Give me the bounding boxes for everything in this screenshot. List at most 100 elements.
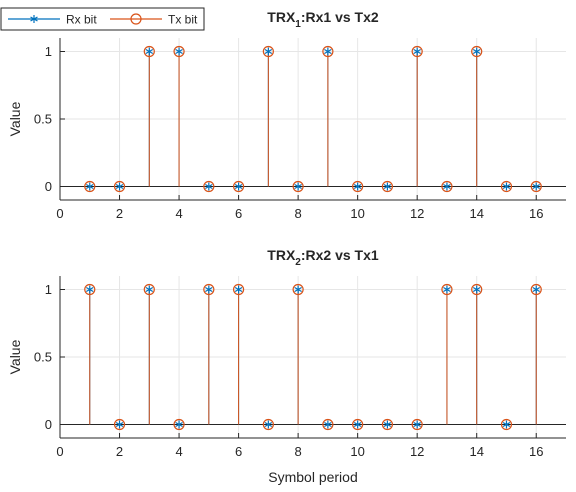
rx-marker [502,182,511,191]
rx-marker-stroke [175,421,183,428]
y-axis-label: Value [7,339,23,374]
tx-marker [411,45,423,58]
rx-marker-stroke [502,183,511,190]
rx-marker [264,420,273,429]
rx-marker-stroke [264,421,273,428]
tx-marker [500,418,513,431]
legend-tx-marker [130,13,142,25]
rx-marker-stroke [443,286,451,293]
chart-title-subscript: 1 [295,19,301,30]
rx-marker-stroke [353,183,362,190]
tx-marker [292,283,304,296]
rx-marker-stroke [264,48,273,55]
rx-marker-stroke [324,48,332,55]
x-tick-label: 14 [469,206,483,221]
rx-marker-stroke [175,48,183,55]
rx-marker [115,182,124,191]
x-axis-label: Symbol period [268,469,358,485]
rx-marker [85,182,94,191]
rx-marker [532,182,541,191]
x-tick-label: 16 [529,206,543,221]
tx-marker [262,45,274,58]
tx-marker [441,283,453,296]
chart-title-suffix: :Rx2 vs Tx1 [301,247,379,263]
rx-marker [264,47,273,56]
tx-marker [84,283,96,296]
y-tick-label: 0 [45,417,52,432]
tx-marker [143,45,155,58]
x-tick-label: 12 [410,444,424,459]
rx-marker [383,420,392,429]
rx-marker [353,420,362,429]
tx-marker [113,418,126,431]
rx-marker [324,420,332,429]
y-tick-label: 1 [45,44,52,59]
tx-marker [471,283,483,296]
tx-marker [381,418,394,431]
chart-title: TRX1:Rx1 vs Tx2 [267,9,379,30]
x-tick-label: 6 [235,206,242,221]
rx-marker [85,285,94,294]
x-tick-label: 10 [350,206,364,221]
x-tick-label: 4 [175,444,182,459]
rx-marker [413,420,421,429]
tx-marker [262,418,274,431]
tx-marker [203,283,215,296]
tx-marker [322,45,334,58]
x-tick-label: 8 [295,444,302,459]
rx-marker [413,47,421,56]
legend-tx-label: Tx bit [168,13,198,27]
y-tick-label: 0.5 [34,112,52,127]
chart-title: TRX2:Rx2 vs Tx1 [267,247,379,268]
rx-marker-stroke [205,286,213,293]
rx-marker-stroke [85,183,94,190]
rx-marker [205,182,213,191]
rx-marker [175,47,183,56]
chart-title-subscript: 2 [295,257,301,268]
tx-marker [292,180,304,193]
rx-marker [294,182,302,191]
rx-marker-stroke [532,183,541,190]
rx-marker [205,285,213,294]
tx-marker [530,180,542,193]
tx-marker [203,180,215,193]
rx-marker-stroke [115,421,124,428]
tx-marker [381,180,394,193]
tx-marker [322,418,334,431]
tx-marker [143,283,155,296]
rx-marker-stroke [145,48,154,55]
tx-marker [232,283,245,296]
rx-marker-stroke [383,183,392,190]
x-tick-label: 2 [116,444,123,459]
rx-marker-stroke [413,48,421,55]
tx-marker [500,180,513,193]
tx-marker [530,283,542,296]
rx-marker-stroke [294,183,302,190]
tx-marker [411,418,423,431]
rx-marker-stroke [413,421,421,428]
rx-marker-stroke [472,286,481,293]
rx-marker-stroke [383,421,392,428]
tx-marker [232,180,245,193]
tx-marker [441,180,453,193]
rx-marker-stroke [443,183,451,190]
rx-marker-stroke [234,286,243,293]
legend-box [0,7,205,31]
rx-marker [145,285,154,294]
chart-title-prefix: TRX [267,9,296,25]
x-tick-label: 0 [56,206,63,221]
rx-marker [234,285,243,294]
rx-marker-stroke [353,421,362,428]
x-tick-label: 12 [410,206,424,221]
rx-marker [472,285,481,294]
x-tick-label: 14 [469,444,483,459]
tx-marker [173,45,185,58]
rx-marker-stroke [294,286,302,293]
x-tick-label: 8 [295,206,302,221]
tx-marker [352,418,364,431]
rx-marker [115,420,124,429]
chart-title-prefix: TRX [267,247,296,263]
rx-marker-stroke [145,286,154,293]
tx-marker [173,418,185,431]
